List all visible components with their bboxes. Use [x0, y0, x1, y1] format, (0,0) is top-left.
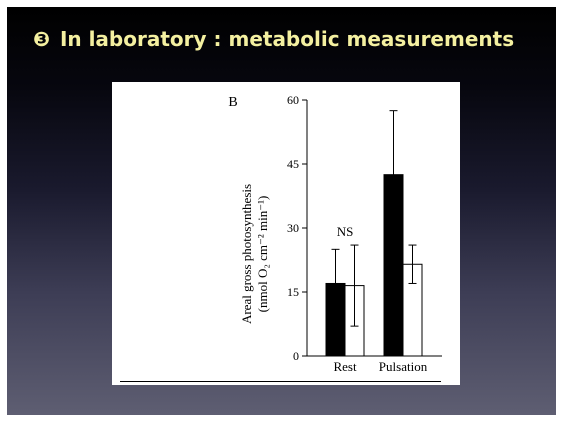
y-tick-label: 45 — [287, 157, 299, 171]
bar — [383, 174, 404, 357]
y-tick-label: 30 — [287, 221, 299, 235]
x-tick-label: Rest — [333, 359, 357, 374]
panel-label: B — [228, 95, 237, 110]
y-tick-label: 60 — [287, 93, 299, 107]
bar-chart: B Areal gross photosynthesis (nmol O₂ cm… — [228, 93, 442, 374]
y-tick-label: 0 — [293, 349, 299, 363]
y-axis-label-line1: Areal gross photosynthesis — [239, 184, 254, 324]
bar — [325, 282, 346, 357]
baseline-rule — [120, 381, 441, 382]
slide-title: ❸ In laboratory : metabolic measurements — [33, 27, 514, 51]
x-tick-label: Pulsation — [379, 359, 428, 374]
y-tick-label: 15 — [287, 285, 299, 299]
number-bullet-icon: ❸ — [33, 27, 50, 51]
slide-title-text: In laboratory : metabolic measurements — [59, 27, 515, 51]
chart-panel: B Areal gross photosynthesis (nmol O₂ cm… — [112, 82, 460, 385]
y-axis-label-line2: (nmol O₂ cm⁻² min⁻¹) — [255, 196, 270, 313]
annotation-label: NS — [337, 224, 354, 239]
